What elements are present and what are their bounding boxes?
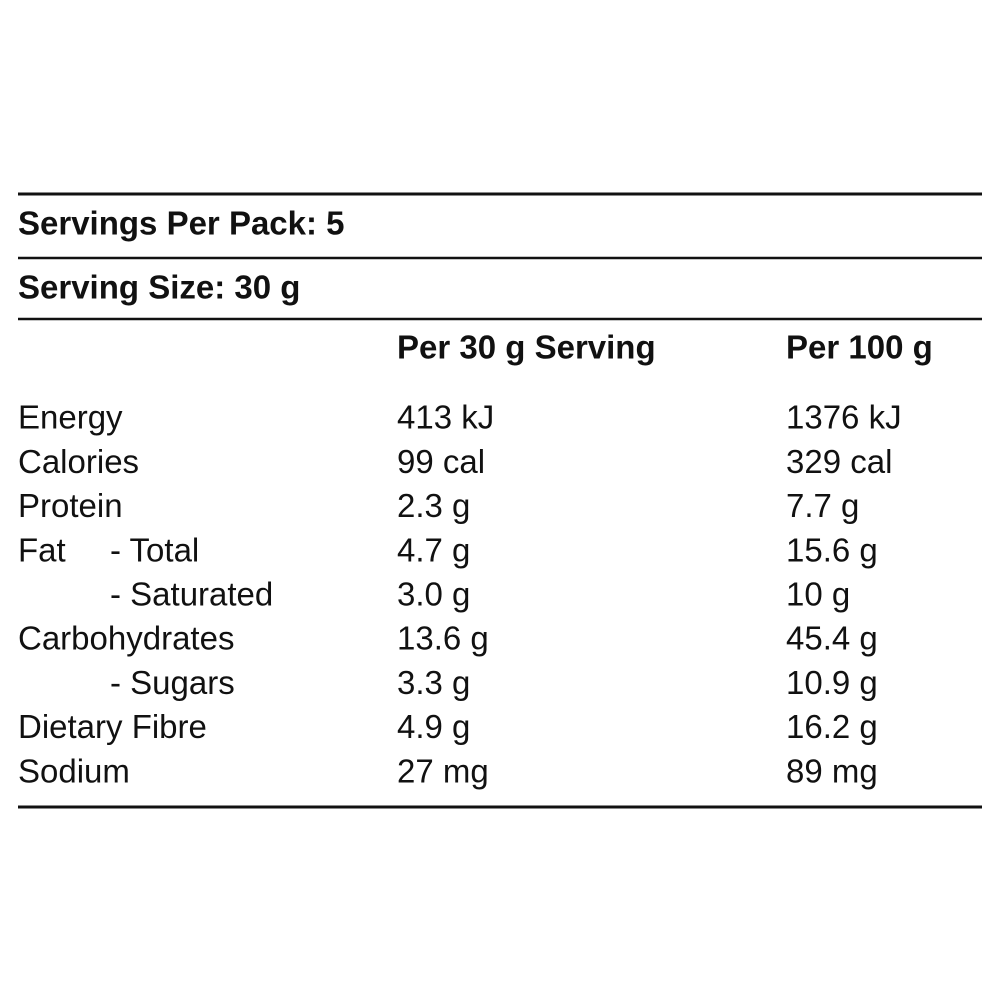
row-sublabel: - Saturated (110, 576, 273, 613)
row-label: Carbohydrates (18, 620, 234, 657)
cell: 45.4 g (786, 620, 878, 657)
cell: 2.3 g (397, 487, 470, 524)
cell: 99 cal (397, 443, 485, 480)
cell: 413 kJ (397, 399, 494, 436)
cell: 4.7 g (397, 531, 470, 568)
row-label: Dietary Fibre (18, 708, 207, 745)
cell: 10 g (786, 576, 850, 613)
cell: 7.7 g (786, 487, 859, 524)
servings-per-pack: Servings Per Pack: 5 (18, 205, 345, 242)
row-label: Calories (18, 443, 139, 480)
serving-size: Serving Size: 30 g (18, 269, 300, 306)
cell: 329 cal (786, 443, 892, 480)
column-header: Per 30 g Serving (397, 329, 656, 366)
cell: 3.3 g (397, 664, 470, 701)
cell: 4.9 g (397, 708, 470, 745)
row-label: Protein (18, 487, 123, 524)
cell: 13.6 g (397, 620, 489, 657)
row-sublabel: - Sugars (110, 664, 235, 701)
row-sublabel: - Total (110, 531, 199, 568)
cell: 27 mg (397, 752, 489, 789)
cell: 15.6 g (786, 531, 878, 568)
cell: 1376 kJ (786, 399, 902, 436)
cell: 3.0 g (397, 576, 470, 613)
cell: 10.9 g (786, 664, 878, 701)
cell: 16.2 g (786, 708, 878, 745)
row-label: Energy (18, 399, 123, 436)
row-label: Fat (18, 531, 66, 568)
row-label: Sodium (18, 752, 130, 789)
column-header: Per 100 g (786, 329, 933, 366)
cell: 89 mg (786, 752, 878, 789)
